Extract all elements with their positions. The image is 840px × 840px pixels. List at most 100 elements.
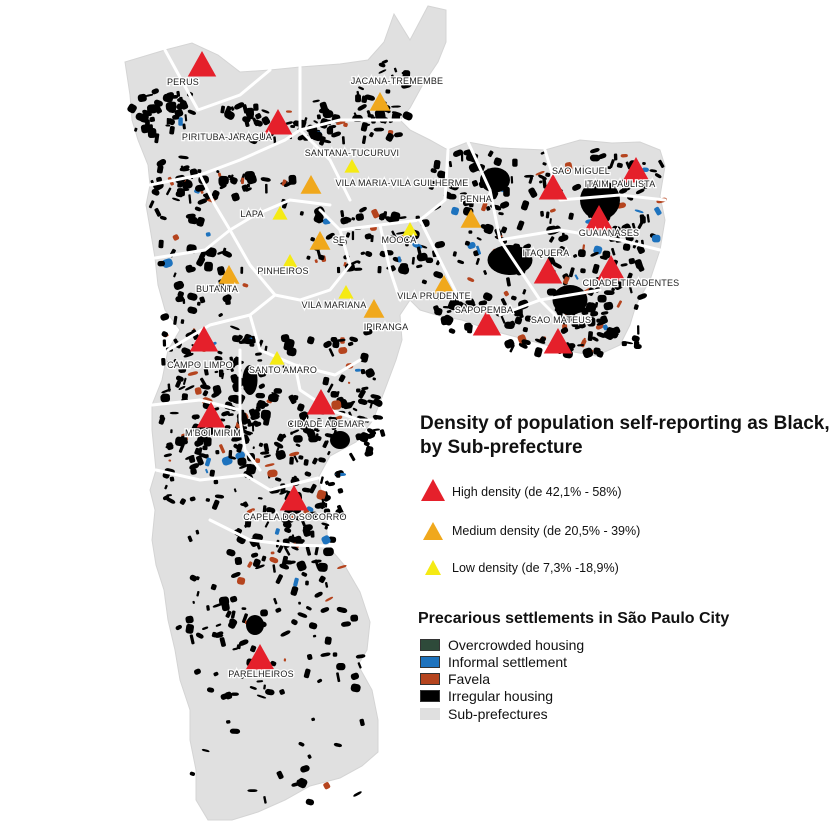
settlement-patch <box>307 511 318 518</box>
settlement-patch <box>194 387 202 395</box>
settlement-patch <box>378 69 387 74</box>
settlement-patch <box>242 365 258 395</box>
subprefecture-label: CAMPO LIMPO <box>167 360 233 370</box>
settlement-patch <box>273 136 277 145</box>
settlement-patch <box>228 394 239 402</box>
settlement-patch <box>440 315 450 326</box>
settlement-patch <box>347 381 351 384</box>
settlement-patch <box>167 361 170 365</box>
settlement-patch <box>205 498 210 502</box>
settlement-patch <box>398 216 407 220</box>
settlement-patch <box>467 277 475 282</box>
settlement-patch <box>267 393 279 403</box>
settlement-patch <box>448 160 453 168</box>
settlement-patch <box>217 251 224 255</box>
settlement-patch <box>230 176 238 185</box>
settlement-patch <box>241 337 253 345</box>
settlement-patch <box>246 615 264 635</box>
settlement-patch <box>355 213 364 221</box>
settlement-patch <box>316 114 321 120</box>
settlement-patch <box>375 111 380 119</box>
settlement-patch <box>437 170 447 179</box>
subprefecture-label: BUTANTA <box>196 284 238 294</box>
settlement-patch <box>250 645 257 653</box>
settlement-patch <box>643 182 648 189</box>
settlement-patch <box>145 119 150 128</box>
settlement-patch <box>322 440 329 449</box>
settlement-patch <box>297 403 305 412</box>
settlement-patch <box>181 393 188 400</box>
settlement-patch <box>228 618 238 629</box>
settlement-patch <box>379 216 384 221</box>
settlement-patch <box>328 348 335 357</box>
settlement-patch <box>330 336 338 343</box>
legend-high-density-label: High density (de 42,1% - 58%) <box>452 485 622 499</box>
settlement-patch <box>194 206 202 212</box>
settlement-patch <box>293 577 299 587</box>
settlement-patch <box>297 612 308 618</box>
settlement-patch <box>378 62 386 68</box>
settlement-patch <box>539 336 546 343</box>
settlement-patch <box>326 127 334 135</box>
settlement-patch <box>369 431 374 436</box>
settlement-patch <box>163 453 172 458</box>
settlement-patch <box>311 559 322 564</box>
settlement-patch <box>256 680 264 683</box>
settlement-patch <box>252 117 259 127</box>
density-marker-perus <box>187 51 217 77</box>
settlement-patch <box>452 251 457 257</box>
settlement-patch <box>242 283 249 288</box>
settlement-patch <box>616 300 623 308</box>
settlement-patch <box>179 96 183 102</box>
settlement-patch <box>503 290 509 297</box>
settlement-patch <box>336 266 341 274</box>
settlement-patch <box>390 74 395 83</box>
settlement-patch <box>167 118 176 126</box>
settlement-patch <box>385 216 396 224</box>
settlement-patch <box>179 188 190 192</box>
settlement-patch <box>230 610 236 619</box>
settlement-patch <box>363 328 373 336</box>
settlement-patch <box>369 400 374 409</box>
settlement-patch <box>621 180 629 190</box>
settlement-patch <box>286 560 296 565</box>
settlement-patch <box>201 748 210 753</box>
legend-medium-density-label: Medium density (de 20,5% - 39%) <box>452 524 641 538</box>
settlement-patch <box>500 226 508 234</box>
settlement-patch <box>336 672 341 683</box>
settlement-patch <box>611 225 621 235</box>
settlement-patch <box>475 258 480 265</box>
settlement-patch <box>314 545 319 556</box>
settlement-patch <box>217 350 223 355</box>
settlement-patch <box>173 272 177 278</box>
settlement-patch <box>625 234 634 242</box>
settlement-patch <box>298 601 301 605</box>
settlement-patch <box>319 476 324 484</box>
settlement-patch <box>559 246 566 252</box>
settlement-patch <box>482 292 493 302</box>
settlement-patch <box>161 331 169 338</box>
settlement-patch <box>631 222 636 231</box>
settlement-patch <box>261 555 267 562</box>
settlement-patch <box>316 249 322 259</box>
settlement-patch <box>633 304 639 310</box>
settlement-patch <box>360 368 366 375</box>
settlement-patch <box>457 259 465 265</box>
settlement-patch <box>528 176 534 184</box>
settlement-patch <box>468 230 473 234</box>
settlement-patch <box>524 315 534 322</box>
settlement-patch <box>341 136 346 145</box>
settlement-patch <box>263 684 266 690</box>
settlement-patch <box>180 165 184 169</box>
settlement-patch <box>324 525 329 530</box>
settlement-patch <box>219 444 226 454</box>
settlement-patch <box>359 432 370 443</box>
settlement-patch <box>186 266 196 273</box>
settlement-patch <box>265 688 275 696</box>
subprefectures-label: Sub-prefectures <box>448 706 548 722</box>
settlement-patch <box>317 678 323 684</box>
overcrowded-label: Overcrowded housing <box>448 637 585 653</box>
settlement-patch <box>247 789 258 792</box>
settlement-patch <box>215 449 220 455</box>
settlement-patch <box>195 529 200 535</box>
